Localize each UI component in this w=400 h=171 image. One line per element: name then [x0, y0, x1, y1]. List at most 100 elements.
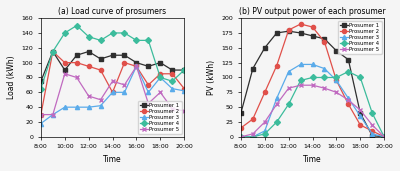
- Prosumer 5: [322, 87, 327, 89]
- Prosumer 5: [250, 133, 255, 135]
- Prosumer 3: [274, 97, 279, 99]
- Prosumer 5: [86, 95, 91, 97]
- Prosumer 5: [382, 136, 386, 138]
- Prosumer 2: [298, 23, 303, 25]
- Line: Prosumer 1: Prosumer 1: [39, 49, 186, 83]
- Prosumer 5: [110, 80, 115, 82]
- Line: Prosumer 3: Prosumer 3: [39, 64, 186, 126]
- Prosumer 4: [86, 36, 91, 38]
- Prosumer 2: [98, 69, 103, 71]
- Prosumer 5: [122, 84, 127, 86]
- Prosumer 4: [62, 32, 67, 34]
- Prosumer 4: [110, 32, 115, 34]
- Prosumer 3: [262, 130, 267, 132]
- Prosumer 3: [134, 65, 139, 67]
- Prosumer 5: [170, 108, 175, 110]
- Prosumer 5: [62, 73, 67, 75]
- Prosumer 3: [110, 91, 115, 93]
- Prosumer 3: [250, 136, 255, 138]
- Prosumer 2: [170, 73, 175, 75]
- Line: Prosumer 2: Prosumer 2: [239, 22, 386, 139]
- Prosumer 4: [262, 133, 267, 135]
- Prosumer 1: [310, 35, 315, 37]
- Prosumer 2: [158, 73, 163, 75]
- Prosumer 1: [250, 68, 255, 70]
- Y-axis label: Load (kWh): Load (kWh): [7, 56, 16, 99]
- Prosumer 1: [382, 136, 386, 138]
- Prosumer 1: [110, 54, 115, 56]
- Prosumer 4: [50, 50, 55, 52]
- Prosumer 3: [334, 79, 339, 81]
- Prosumer 3: [322, 68, 327, 70]
- Prosumer 5: [370, 124, 375, 126]
- Prosumer 5: [238, 136, 243, 138]
- Prosumer 5: [50, 114, 55, 116]
- Line: Prosumer 4: Prosumer 4: [239, 69, 386, 139]
- Prosumer 4: [382, 136, 386, 138]
- Prosumer 2: [286, 29, 291, 31]
- Prosumer 4: [182, 69, 186, 71]
- Prosumer 1: [346, 59, 351, 61]
- Prosumer 1: [286, 30, 291, 32]
- Prosumer 4: [146, 39, 151, 41]
- Prosumer 3: [310, 63, 315, 65]
- Y-axis label: PV (kWh): PV (kWh): [207, 60, 216, 95]
- Prosumer 5: [98, 99, 103, 101]
- Prosumer 2: [74, 62, 79, 64]
- Prosumer 4: [170, 80, 175, 82]
- Prosumer 3: [298, 63, 303, 65]
- X-axis label: Time: Time: [303, 155, 322, 164]
- Prosumer 1: [322, 38, 327, 40]
- Prosumer 1: [358, 112, 363, 114]
- Prosumer 4: [334, 76, 339, 78]
- Prosumer 4: [310, 76, 315, 78]
- Prosumer 4: [134, 39, 139, 41]
- Prosumer 3: [146, 91, 151, 93]
- Prosumer 4: [158, 76, 163, 78]
- Prosumer 1: [146, 65, 151, 67]
- Prosumer 1: [98, 58, 103, 60]
- Prosumer 5: [182, 110, 186, 112]
- Prosumer 3: [98, 105, 103, 107]
- Prosumer 2: [50, 50, 55, 52]
- Prosumer 5: [298, 84, 303, 86]
- Prosumer 2: [382, 136, 386, 138]
- Prosumer 4: [346, 70, 351, 73]
- Prosumer 2: [370, 130, 375, 132]
- Prosumer 3: [158, 76, 163, 78]
- Prosumer 4: [370, 112, 375, 114]
- Prosumer 2: [310, 26, 315, 28]
- Prosumer 1: [62, 69, 67, 71]
- Prosumer 5: [158, 91, 163, 93]
- Prosumer 5: [310, 84, 315, 86]
- Prosumer 3: [346, 97, 351, 99]
- Prosumer 3: [170, 88, 175, 90]
- Prosumer 2: [274, 65, 279, 67]
- Prosumer 2: [262, 91, 267, 93]
- Prosumer 4: [250, 136, 255, 138]
- Prosumer 4: [238, 136, 243, 138]
- Prosumer 4: [274, 121, 279, 123]
- Prosumer 1: [298, 32, 303, 34]
- Prosumer 3: [358, 115, 363, 117]
- Prosumer 2: [146, 84, 151, 86]
- Prosumer 1: [74, 54, 79, 56]
- Legend: Prosumer 1, Prosumer 2, Prosumer 3, Prosumer 4, Prosumer 5: Prosumer 1, Prosumer 2, Prosumer 3, Pros…: [338, 21, 382, 54]
- Prosumer 4: [74, 24, 79, 27]
- Title: (b) PV output power of each prosumer: (b) PV output power of each prosumer: [239, 7, 386, 16]
- Prosumer 4: [358, 76, 363, 78]
- X-axis label: Time: Time: [103, 155, 122, 164]
- Title: (a) Load curve of prosumers: (a) Load curve of prosumers: [58, 7, 166, 16]
- Prosumer 4: [98, 39, 103, 41]
- Prosumer 1: [134, 62, 139, 64]
- Prosumer 5: [262, 121, 267, 123]
- Line: Prosumer 1: Prosumer 1: [239, 29, 386, 139]
- Prosumer 4: [122, 32, 127, 34]
- Prosumer 4: [298, 79, 303, 81]
- Prosumer 5: [274, 103, 279, 105]
- Prosumer 3: [286, 70, 291, 73]
- Prosumer 5: [334, 91, 339, 93]
- Prosumer 2: [110, 91, 115, 93]
- Prosumer 2: [250, 118, 255, 120]
- Prosumer 1: [122, 54, 127, 56]
